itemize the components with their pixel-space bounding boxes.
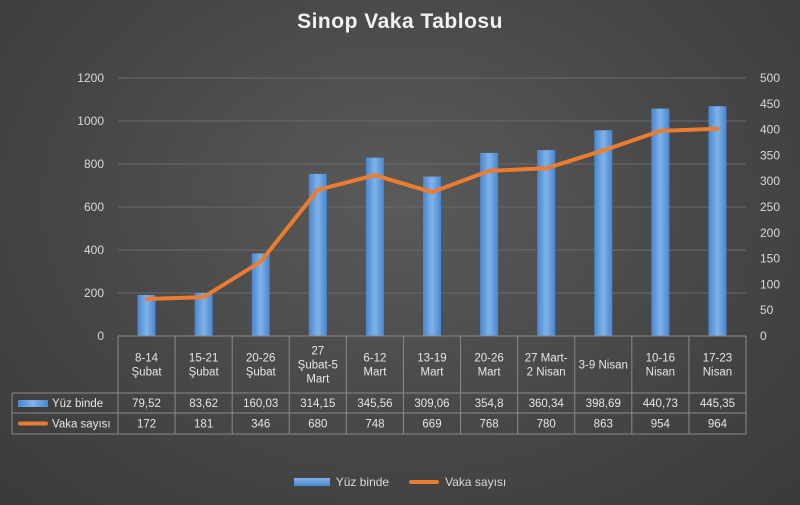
table-cell-line-value: 680	[308, 419, 327, 431]
bar	[194, 292, 213, 336]
category-label: Şubat	[246, 367, 277, 379]
bar	[708, 106, 727, 336]
bar	[480, 152, 499, 336]
y-left-tick-label: 1000	[77, 114, 104, 128]
table-cell-line-value: 172	[137, 419, 156, 431]
bar	[537, 150, 556, 336]
bar	[365, 157, 384, 336]
category-label: 27	[311, 346, 324, 358]
table-cell-line-value: 768	[479, 419, 498, 431]
table-cell-bar-value: 314,15	[300, 398, 335, 410]
category-label: 6-12	[363, 353, 386, 365]
category-label: 3-9 Nisan	[579, 360, 628, 372]
table-cell-bar-value: 309,06	[414, 398, 449, 410]
y-right-tick-label: 400	[760, 123, 780, 137]
y-left-tick-label: 0	[97, 329, 104, 343]
y-right-tick-label: 0	[760, 329, 767, 343]
table-cell-line-value: 863	[594, 419, 613, 431]
category-label: 27 Mart-	[525, 353, 568, 365]
chart-title: Sinop Vaka Tablosu	[297, 10, 503, 33]
category-label: Şubat-5	[298, 360, 338, 372]
table-cell-bar-value: 440,73	[643, 398, 678, 410]
table-cell-line-value: 780	[537, 419, 556, 431]
table-cell-bar-value: 360,34	[529, 398, 565, 410]
category-label: Şubat	[189, 367, 220, 379]
table-cell-bar-value: 398,69	[586, 398, 621, 410]
table-cell-bar-value: 160,03	[243, 398, 278, 410]
table-cell-bar-value: 79,52	[132, 398, 161, 410]
table-cell-bar-value: 354,8	[475, 398, 504, 410]
y-right-tick-label: 100	[760, 277, 780, 291]
table-cell-line-value: 748	[365, 419, 384, 431]
table-key-line	[18, 421, 48, 426]
bar	[651, 108, 670, 337]
y-right-tick-label: 300	[760, 174, 780, 188]
bar	[423, 176, 441, 336]
table-cell-line-value: 954	[651, 419, 671, 431]
legend-swatch-bar	[293, 478, 330, 486]
y-right-tick-label: 450	[760, 97, 780, 111]
category-label: 13-19	[417, 353, 446, 365]
y-left-tick-label: 800	[84, 157, 104, 171]
table-row-header-bar: Yüz binde	[52, 398, 103, 410]
category-label: 15-21	[189, 353, 218, 365]
category-label: Mart	[363, 367, 387, 379]
y-right-tick-label: 50	[760, 303, 774, 317]
chart-legend: Yüz binde Vaka sayısı	[0, 475, 800, 489]
category-label: 2 Nisan	[527, 367, 566, 379]
table-key-bar	[18, 400, 48, 407]
category-label: Mart	[478, 367, 502, 379]
legend-label-bar: Yüz binde	[335, 475, 390, 489]
legend-item-line: Vaka sayısı	[409, 475, 506, 489]
legend-label-line: Vaka sayısı	[445, 475, 507, 489]
legend-item-bar: Yüz binde	[293, 475, 390, 489]
category-label: Nisan	[703, 367, 732, 379]
bar	[251, 253, 270, 336]
y-right-tick-label: 200	[760, 226, 780, 240]
category-label: 8-14	[135, 353, 159, 365]
y-right-tick-label: 350	[760, 148, 780, 162]
y-left-tick-label: 1200	[77, 71, 104, 85]
y-right-tick-label: 500	[760, 71, 780, 85]
category-label: Mart	[421, 367, 445, 379]
table-cell-bar-value: 445,35	[700, 398, 735, 410]
category-label: 17-23	[703, 353, 732, 365]
table-row-header-line: Vaka sayısı	[52, 419, 111, 431]
y-left-tick-label: 400	[84, 243, 104, 257]
y-left-tick-label: 200	[84, 286, 104, 300]
y-left-tick-label: 600	[84, 200, 104, 214]
bar	[137, 294, 156, 336]
category-label: Nisan	[646, 367, 675, 379]
category-label: Şubat	[132, 367, 163, 379]
table-cell-bar-value: 83,62	[189, 398, 218, 410]
table-cell-bar-value: 345,56	[357, 398, 392, 410]
bar	[308, 173, 327, 336]
y-right-tick-label: 250	[760, 200, 780, 214]
category-label: 20-26	[246, 353, 275, 365]
category-label: 10-16	[646, 353, 675, 365]
bar	[594, 130, 613, 336]
table-cell-line-value: 346	[251, 419, 270, 431]
category-label: Mart	[306, 374, 330, 386]
y-right-tick-label: 150	[760, 252, 780, 266]
table-cell-line-value: 181	[194, 419, 213, 431]
table-cell-line-value: 669	[422, 419, 441, 431]
table-cell-line-value: 964	[708, 419, 728, 431]
category-label: 20-26	[474, 353, 503, 365]
legend-swatch-line	[409, 480, 440, 484]
